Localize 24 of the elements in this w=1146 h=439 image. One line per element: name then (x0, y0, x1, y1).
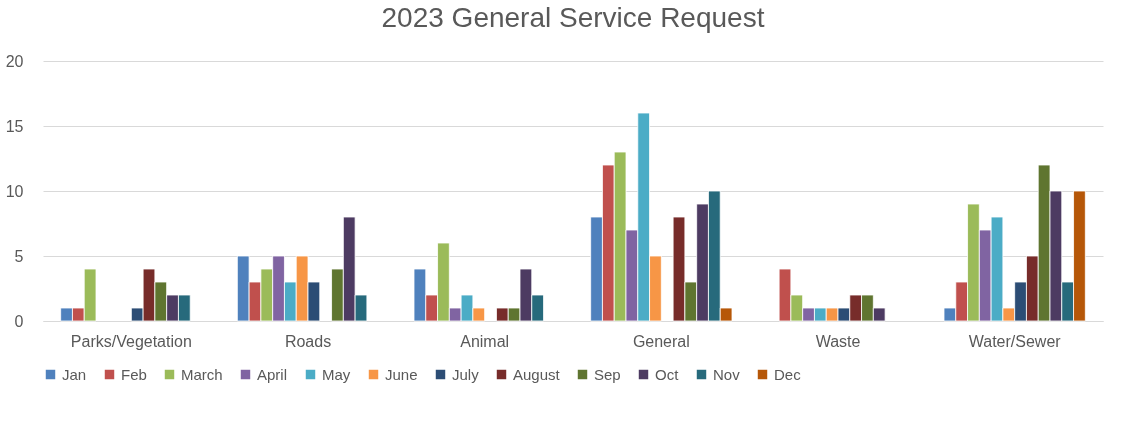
legend-label: June (385, 365, 418, 383)
legend-label: Nov (713, 365, 741, 383)
y-tick-label: 0 (14, 312, 24, 330)
legend-label: May (322, 365, 351, 383)
legend-label: March (181, 365, 223, 383)
legend-label: Dec (774, 365, 802, 383)
x-tick-label: Roads (284, 332, 332, 350)
legend-label: April (257, 365, 288, 383)
y-tick-label: 10 (5, 182, 24, 200)
y-tick-label: 20 (5, 52, 24, 70)
legend-label: July (452, 365, 480, 383)
legend-label: Oct (655, 365, 680, 383)
x-tick-label: Water/Sewer (968, 332, 1062, 350)
x-tick-label: Animal (460, 332, 510, 350)
y-tick-label: 5 (14, 247, 24, 265)
x-tick-label: Parks/Vegetation (70, 332, 192, 350)
legend-label: Feb (121, 365, 147, 383)
legend-label: Jan (62, 365, 87, 383)
legend-label: Sep (594, 365, 621, 383)
x-tick-label: General (632, 332, 690, 350)
x-tick-label: Waste (815, 332, 861, 350)
y-tick-label: 15 (5, 117, 24, 135)
legend-label: August (513, 365, 561, 383)
chart-title: 2023 General Service Request (381, 2, 765, 33)
